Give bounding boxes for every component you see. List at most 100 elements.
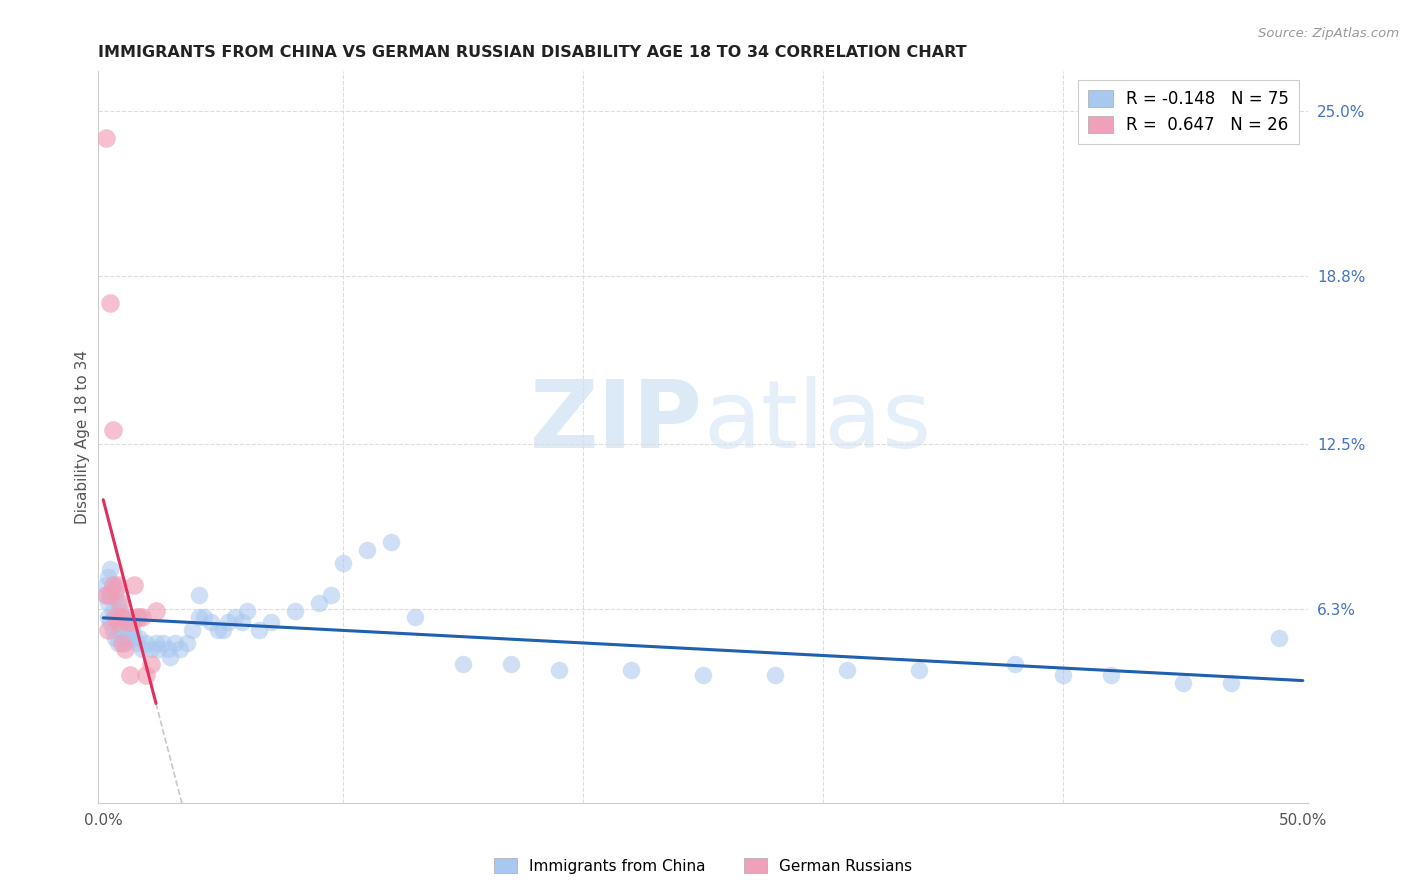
Point xyxy=(104,609,127,624)
Point xyxy=(100,562,122,576)
Point xyxy=(124,577,146,591)
Point xyxy=(356,543,378,558)
Point xyxy=(284,604,307,618)
Point xyxy=(104,588,127,602)
Point xyxy=(231,615,253,629)
Point xyxy=(131,641,153,656)
Point xyxy=(94,577,117,591)
Point xyxy=(1171,676,1194,690)
Point xyxy=(835,663,858,677)
Point xyxy=(115,609,138,624)
Point xyxy=(121,623,143,637)
Point xyxy=(115,631,138,645)
Point xyxy=(111,609,134,624)
Point xyxy=(124,631,146,645)
Point xyxy=(145,636,167,650)
Point xyxy=(1004,657,1026,672)
Point xyxy=(104,631,127,645)
Point xyxy=(1219,676,1241,690)
Point xyxy=(114,615,136,629)
Point xyxy=(692,668,714,682)
Point xyxy=(404,609,426,624)
Point xyxy=(193,609,215,624)
Point xyxy=(260,615,283,629)
Point xyxy=(176,636,198,650)
Point xyxy=(107,615,129,629)
Point xyxy=(114,641,136,656)
Point xyxy=(188,588,211,602)
Point xyxy=(108,596,131,610)
Point xyxy=(108,609,131,624)
Point xyxy=(108,623,131,637)
Point xyxy=(332,557,354,571)
Point xyxy=(1099,668,1122,682)
Point xyxy=(308,596,330,610)
Point xyxy=(247,623,270,637)
Point xyxy=(111,636,134,650)
Point xyxy=(101,577,124,591)
Point xyxy=(212,623,235,637)
Legend: Immigrants from China, German Russians: Immigrants from China, German Russians xyxy=(488,852,918,880)
Point xyxy=(101,604,124,618)
Point xyxy=(1268,631,1291,645)
Point xyxy=(152,636,174,650)
Text: IMMIGRANTS FROM CHINA VS GERMAN RUSSIAN DISABILITY AGE 18 TO 34 CORRELATION CHAR: IMMIGRANTS FROM CHINA VS GERMAN RUSSIAN … xyxy=(98,45,967,61)
Point xyxy=(97,596,120,610)
Point xyxy=(104,582,127,597)
Point xyxy=(207,623,229,637)
Point xyxy=(100,588,122,602)
Point xyxy=(115,615,138,629)
Point xyxy=(135,636,157,650)
Point xyxy=(100,588,122,602)
Point xyxy=(128,631,150,645)
Point xyxy=(145,604,167,618)
Point xyxy=(101,623,124,637)
Point xyxy=(141,657,163,672)
Point xyxy=(908,663,931,677)
Point xyxy=(107,615,129,629)
Point xyxy=(107,577,129,591)
Point xyxy=(100,615,122,629)
Y-axis label: Disability Age 18 to 34: Disability Age 18 to 34 xyxy=(75,350,90,524)
Point xyxy=(1052,668,1074,682)
Text: ZIP: ZIP xyxy=(530,376,703,468)
Point xyxy=(148,641,170,656)
Point xyxy=(128,609,150,624)
Point xyxy=(94,588,117,602)
Point xyxy=(217,615,239,629)
Point xyxy=(100,295,122,310)
Point xyxy=(135,668,157,682)
Point xyxy=(121,615,143,629)
Point xyxy=(763,668,786,682)
Point xyxy=(104,609,127,624)
Point xyxy=(200,615,222,629)
Legend: R = -0.148   N = 75, R =  0.647   N = 26: R = -0.148 N = 75, R = 0.647 N = 26 xyxy=(1078,79,1299,145)
Point xyxy=(97,609,120,624)
Point xyxy=(548,663,571,677)
Point xyxy=(94,131,117,145)
Point xyxy=(156,641,179,656)
Point xyxy=(499,657,522,672)
Point xyxy=(224,609,246,624)
Point xyxy=(159,649,181,664)
Point xyxy=(165,636,187,650)
Point xyxy=(107,636,129,650)
Point xyxy=(188,609,211,624)
Text: atlas: atlas xyxy=(703,376,931,468)
Point xyxy=(169,641,191,656)
Point xyxy=(101,424,124,438)
Point xyxy=(111,631,134,645)
Point xyxy=(118,668,141,682)
Point xyxy=(321,588,343,602)
Point xyxy=(125,636,148,650)
Point xyxy=(380,535,402,549)
Point xyxy=(451,657,474,672)
Point xyxy=(181,623,204,637)
Point xyxy=(107,596,129,610)
Point xyxy=(236,604,259,618)
Text: Source: ZipAtlas.com: Source: ZipAtlas.com xyxy=(1258,27,1399,40)
Point xyxy=(114,636,136,650)
Point xyxy=(97,623,120,637)
Point xyxy=(118,623,141,637)
Point xyxy=(131,609,153,624)
